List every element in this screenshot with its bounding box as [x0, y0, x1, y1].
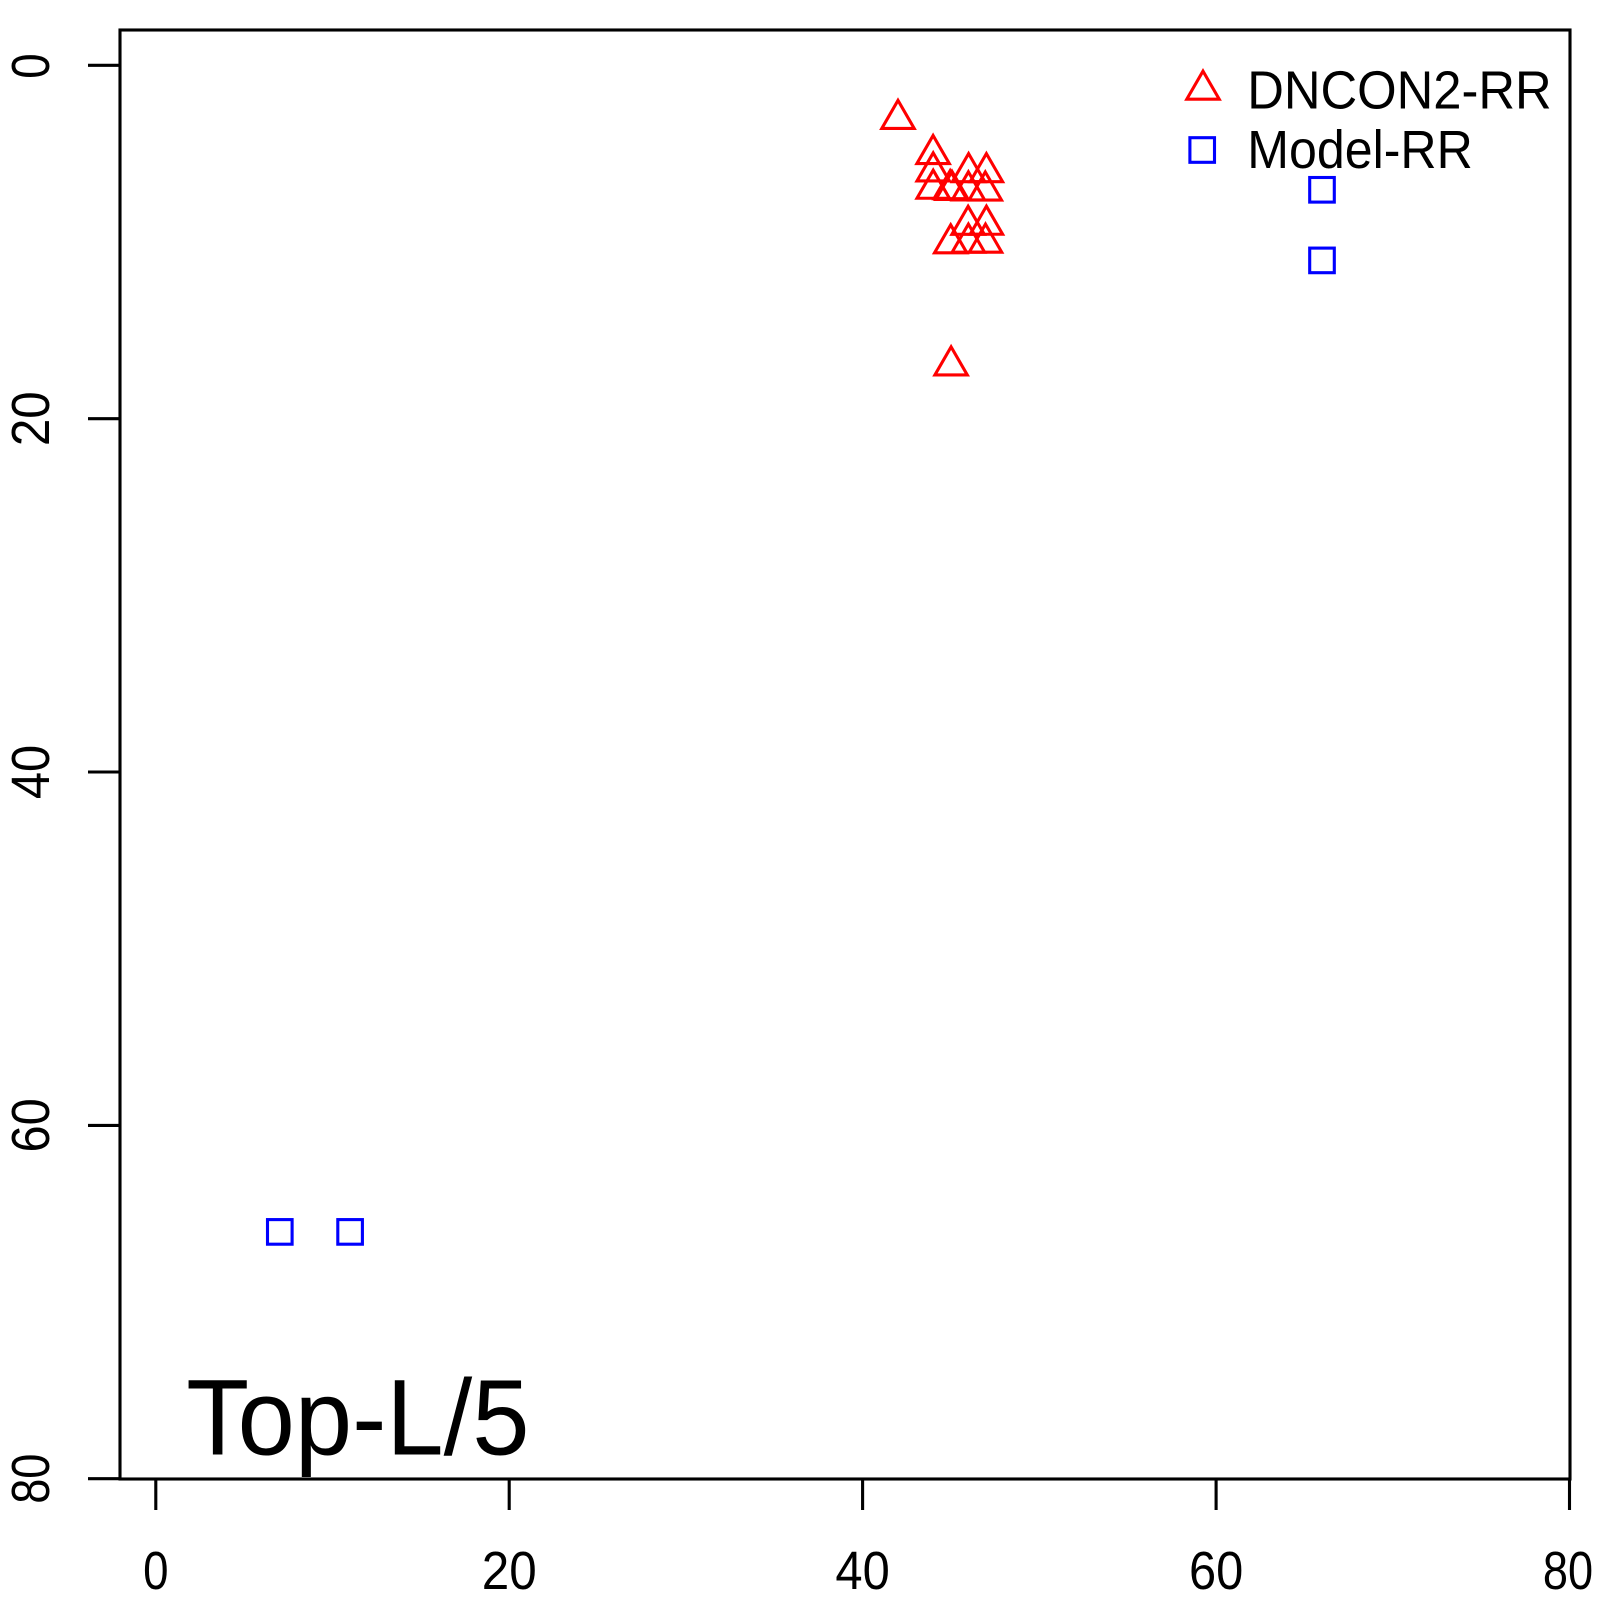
svg-text:0: 0	[143, 1540, 168, 1600]
svg-text:60: 60	[1189, 1539, 1243, 1600]
svg-text:80: 80	[1543, 1540, 1593, 1600]
svg-text:0: 0	[0, 53, 60, 78]
svg-text:40: 40	[0, 745, 61, 799]
svg-text:20: 20	[482, 1540, 537, 1600]
svg-text:Top-L/5: Top-L/5	[186, 1358, 529, 1478]
svg-text:20: 20	[0, 391, 60, 446]
svg-text:60: 60	[0, 1098, 61, 1152]
svg-text:DNCON2-RR: DNCON2-RR	[1247, 61, 1551, 121]
svg-text:80: 80	[0, 1454, 61, 1504]
svg-text:40: 40	[835, 1540, 889, 1600]
svg-text:Model-RR: Model-RR	[1247, 120, 1472, 180]
